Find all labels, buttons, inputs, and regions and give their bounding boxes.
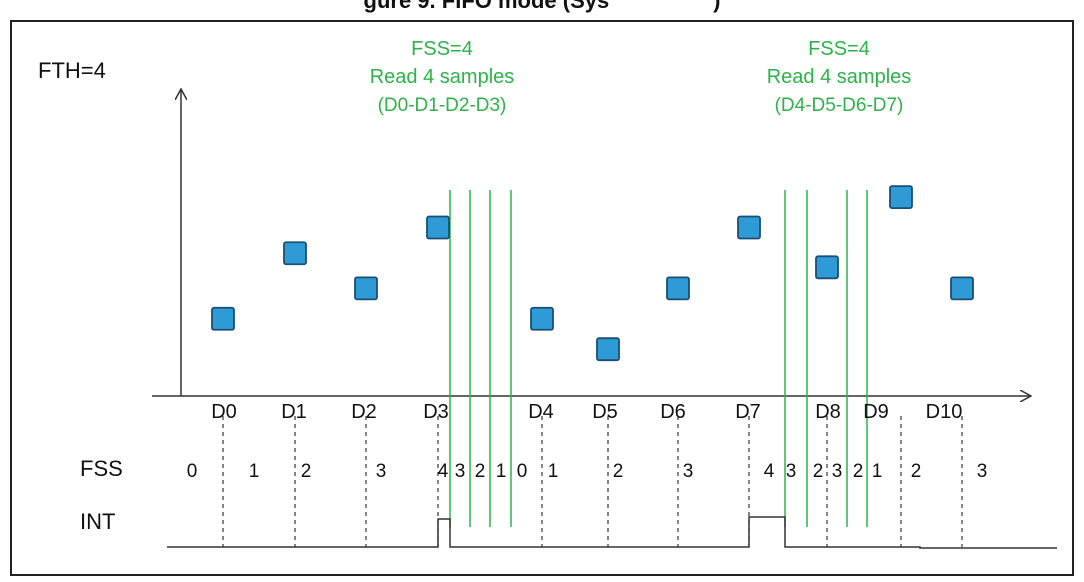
sample-marker-d4 (530, 306, 554, 331)
fss-value: 3 (683, 461, 694, 482)
sample-label: D2 (351, 401, 377, 423)
sample-label: D6 (660, 401, 686, 423)
fth-label: FTH=4 (38, 58, 106, 83)
fss-value: 1 (872, 461, 883, 482)
sample-marker-d1 (283, 241, 307, 266)
read-annotation-count: Read 4 samples (370, 66, 515, 88)
fss-value: 2 (475, 461, 486, 482)
read-lines-group-1 (449, 190, 512, 527)
fss-value: 4 (764, 461, 775, 482)
fss-value: 3 (977, 461, 988, 482)
sample-marker-d0 (211, 306, 235, 331)
sample-label: D4 (528, 401, 554, 423)
read-annotation-samples: (D0-D1-D2-D3) (378, 95, 507, 116)
read-annotation-fss: FSS=4 (411, 38, 473, 60)
fss-value: 2 (813, 461, 824, 482)
sample-marker-d2 (354, 276, 378, 301)
sample-marker-d7 (737, 215, 761, 240)
fss-value: 2 (613, 461, 624, 482)
sample-marker-d9 (889, 185, 913, 210)
fss-value: 4 (438, 461, 449, 482)
sample-label: D10 (926, 401, 963, 423)
sample-label: D8 (815, 401, 841, 423)
fss-value: 3 (786, 461, 797, 482)
fss-value: 1 (548, 461, 559, 482)
fifo-timing-diagram: FTH=4 FSS=4 Read 4 samples (D0-D1-D2-D3)… (38, 38, 1057, 549)
fss-value: 3 (376, 461, 387, 482)
fss-values: 0 1 2 3 4 3 2 1 0 1 2 3 4 3 2 3 2 1 2 3 (187, 461, 988, 482)
fss-value: 3 (832, 461, 843, 482)
sample-label: D0 (211, 401, 237, 423)
sample-marker-d6 (666, 276, 690, 301)
fss-row-label: FSS (80, 456, 123, 481)
sample-marker-d8 (815, 255, 839, 280)
fss-value: 2 (301, 461, 312, 482)
sample-markers (211, 185, 974, 362)
fss-value: 1 (249, 461, 260, 482)
sample-marker-d3 (426, 215, 450, 240)
fss-value: 1 (496, 461, 507, 482)
sample-dashed-lines (222, 416, 963, 547)
figure-title: gure 9. FIFO mode (Sys ) (363, 0, 721, 13)
read-annotation-1: FSS=4 Read 4 samples (D0-D1-D2-D3) (370, 38, 515, 116)
sample-label: D5 (592, 401, 618, 423)
sample-labels: D0 D1 D2 D3 D4 D5 D6 D7 D8 D9 D10 (211, 401, 962, 423)
int-signal-waveform (167, 516, 1057, 549)
read-annotation-2: FSS=4 Read 4 samples (D4-D5-D6-D7) (767, 38, 912, 116)
fss-value: 2 (911, 461, 922, 482)
sample-label: D1 (281, 401, 307, 423)
sample-label: D9 (863, 401, 889, 423)
sample-marker-d5 (596, 337, 620, 362)
fss-value: 0 (517, 461, 528, 482)
fss-value: 3 (455, 461, 466, 482)
read-annotation-samples: (D4-D5-D6-D7) (775, 95, 904, 116)
fss-value: 0 (187, 461, 198, 482)
read-lines-group-2 (784, 190, 868, 527)
int-row-label: INT (80, 509, 115, 534)
read-annotation-count: Read 4 samples (767, 66, 912, 88)
sample-marker-d10 (950, 276, 974, 301)
read-annotation-fss: FSS=4 (808, 38, 870, 60)
sample-label: D3 (423, 401, 449, 423)
fss-value: 2 (853, 461, 864, 482)
diagram-frame: FTH=4 FSS=4 Read 4 samples (D0-D1-D2-D3)… (10, 20, 1074, 576)
sample-label: D7 (735, 401, 761, 423)
